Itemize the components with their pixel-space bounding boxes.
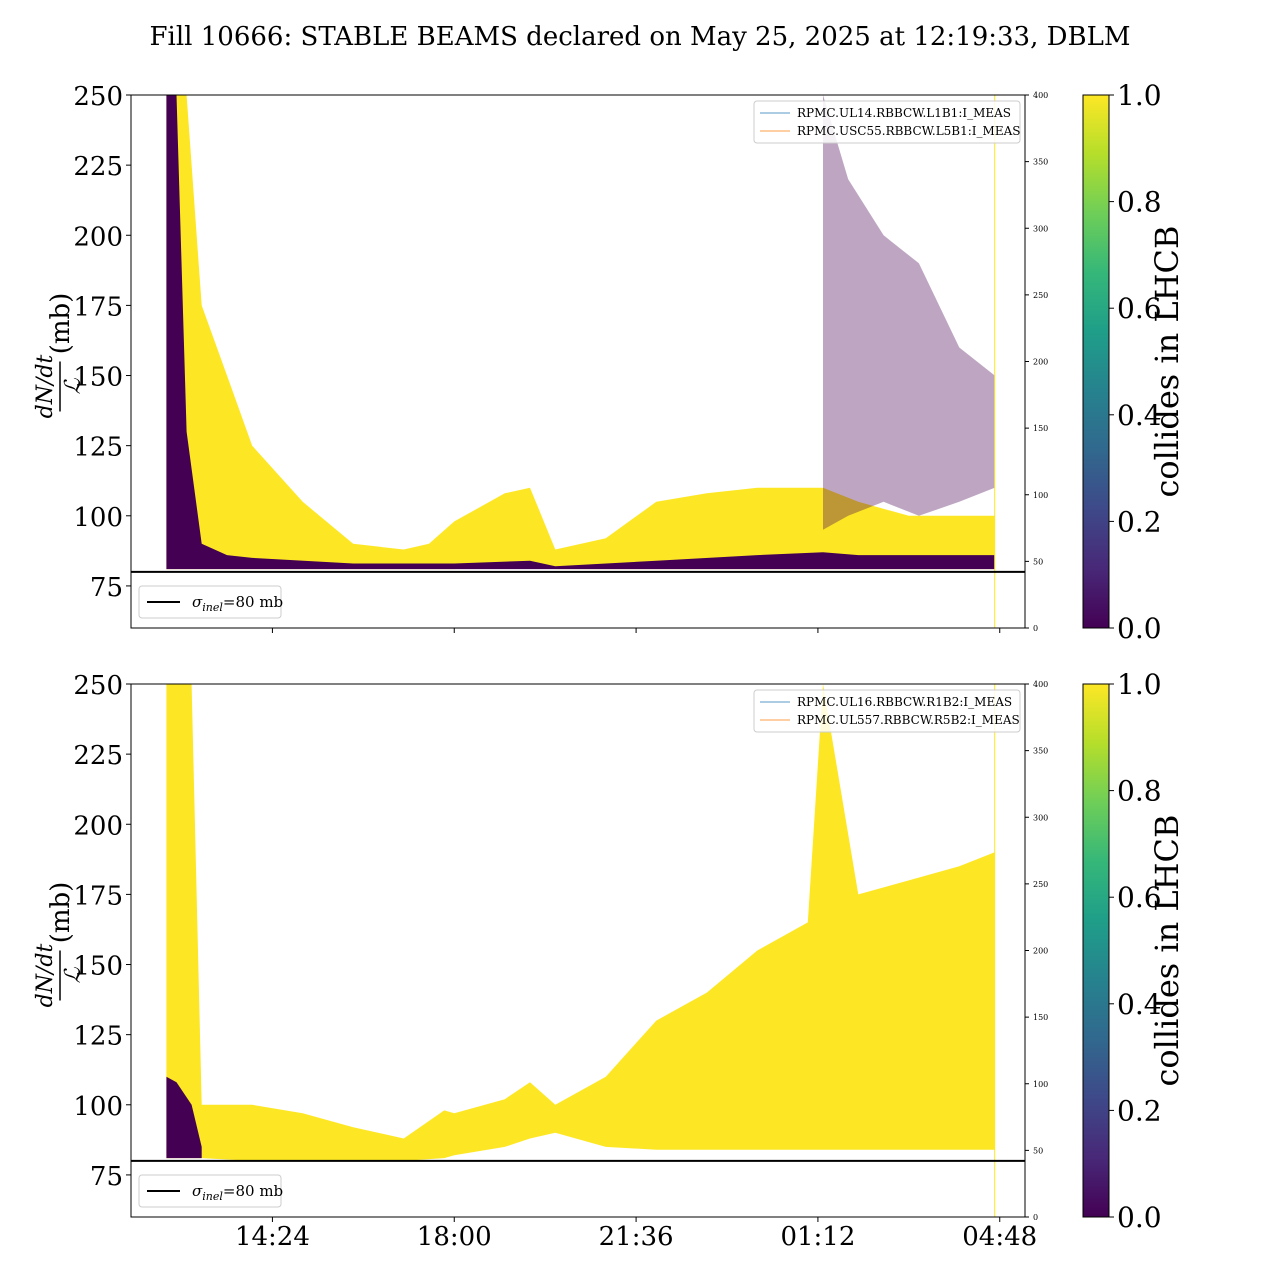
colorbar-tick-label: 0.0: [1117, 612, 1162, 645]
colorbar-tick-label: 0.6: [1117, 292, 1162, 325]
y2-tick-label: 150: [1033, 1013, 1048, 1022]
y-label-denominator: ℒ: [61, 377, 86, 394]
y2-tick-label: 50: [1033, 1146, 1043, 1155]
y2-tick-label: 0: [1033, 1213, 1038, 1222]
y-axis-label: dN/dt ℒ (mb): [33, 882, 86, 1008]
reference-legend-label: σinel=80 mb: [192, 593, 283, 614]
plot-area: [166, 684, 996, 1217]
colorbar-tick-label: 0.4: [1117, 988, 1162, 1021]
reference-legend-box: [138, 585, 282, 619]
legend-entry: RPMC.UL16.RBBCW.R1B2:I_MEAS: [797, 695, 1012, 709]
legend-entry: RPMC.USC55.RBBCW.L5B1:I_MEAS: [797, 124, 1020, 138]
y2-tick-label: 100: [1033, 1080, 1048, 1089]
colorbar-tick-label: 0.2: [1117, 1094, 1162, 1127]
legend: RPMC.UL16.RBBCW.R1B2:I_MEAS RPMC.UL557.RB…: [753, 689, 1021, 733]
y2-tick-label: 200: [1033, 947, 1048, 956]
chart-title: Fill 10666: STABLE BEAMS declared on May…: [150, 22, 1131, 52]
y-label-denominator: ℒ: [61, 966, 86, 983]
reference-legend-box: [138, 1174, 282, 1208]
y-tick-label: 225: [73, 741, 123, 771]
x-tick-label: 04:48: [962, 1222, 1037, 1252]
y-tick-label: 125: [73, 433, 123, 463]
y-label-numerator: dN/dt: [33, 355, 58, 419]
y2-tick-label: 400: [1033, 91, 1048, 100]
y-tick-label: 175: [73, 881, 123, 911]
y-tick-label: 250: [73, 82, 123, 112]
colorbar-tick-label: 0.6: [1117, 881, 1162, 914]
colorbar-tick-label: 0.2: [1117, 505, 1162, 538]
legend: RPMC.UL14.RBBCW.L1B1:I_MEAS RPMC.USC55.RB…: [753, 100, 1021, 144]
plot-area: [166, 95, 996, 628]
y2-tick-label: 150: [1033, 424, 1048, 433]
colorbar-label: collides in LHCB: [1148, 814, 1186, 1086]
y-tick-label: 125: [73, 1022, 123, 1052]
y-tick-label: 175: [73, 292, 123, 322]
colorbar: [1082, 94, 1110, 629]
y-axis-label: dN/dt ℒ (mb): [33, 293, 86, 419]
panel-top: 75 100 125 150 175 200 225 250 0 50 100 150 200 250 30…: [33, 79, 1186, 645]
y-label-unit: (mb): [46, 293, 76, 355]
y2-tick-label: 250: [1033, 880, 1048, 889]
colorbar-tick-label: 0.8: [1117, 775, 1162, 808]
x-tick-label: 21:36: [599, 1222, 674, 1252]
y-tick-label: 225: [73, 152, 123, 182]
reference-legend: σinel=80 mb: [138, 585, 283, 619]
panel-bottom: 75 100 125 150 175 200 225 250 0 50 100 150 200 250 30…: [33, 668, 1186, 1252]
y2-tick-label: 250: [1033, 291, 1048, 300]
y-tick-label: 150: [73, 952, 123, 982]
y-tick-label: 75: [90, 1162, 123, 1192]
y2-tick-label: 300: [1033, 224, 1048, 233]
series-band-0: [166, 684, 995, 1161]
y2-tick-label: 350: [1033, 158, 1048, 167]
colorbar: [1082, 683, 1110, 1218]
y-label-numerator: dN/dt: [33, 944, 58, 1008]
y-tick-label: 150: [73, 363, 123, 393]
colorbar-tick-label: 0.8: [1117, 186, 1162, 219]
colorbar-tick-label: 1.0: [1117, 79, 1162, 112]
y-tick-label: 200: [73, 222, 123, 252]
legend-entry: RPMC.UL14.RBBCW.L1B1:I_MEAS: [797, 106, 1011, 120]
y2-tick-label: 200: [1033, 358, 1048, 367]
y-tick-label: 75: [90, 573, 123, 603]
y-label-unit: (mb): [46, 882, 76, 944]
x-tick-label: 01:12: [780, 1222, 855, 1252]
y-tick-label: 250: [73, 671, 123, 701]
y-tick-label: 200: [73, 811, 123, 841]
y-tick-label: 100: [73, 503, 123, 533]
y2-tick-label: 50: [1033, 557, 1043, 566]
y-tick-label: 100: [73, 1092, 123, 1122]
series-band-2: [823, 95, 995, 530]
legend-box: [753, 689, 1021, 733]
colorbar-tick-label: 0.4: [1117, 399, 1162, 432]
series-band-1: [166, 1076, 202, 1159]
y2-tick-label: 0: [1033, 624, 1038, 633]
colorbar-tick-label: 1.0: [1117, 668, 1162, 701]
x-tick-label: 18:00: [417, 1222, 492, 1252]
reference-legend-label: σinel=80 mb: [192, 1182, 283, 1203]
y2-tick-label: 400: [1033, 680, 1048, 689]
colorbar-tick-label: 0.0: [1117, 1201, 1162, 1234]
series-band-0: [166, 95, 995, 570]
x-tick-label: 14:24: [235, 1222, 310, 1252]
y2-tick-label: 100: [1033, 491, 1048, 500]
y2-tick-label: 300: [1033, 813, 1048, 822]
y2-tick-label: 350: [1033, 747, 1048, 756]
legend-box: [753, 100, 1021, 144]
colorbar-label: collides in LHCB: [1148, 225, 1186, 497]
legend-entry: RPMC.UL557.RBBCW.R5B2:I_MEAS: [797, 713, 1020, 727]
reference-legend: σinel=80 mb: [138, 1174, 283, 1208]
